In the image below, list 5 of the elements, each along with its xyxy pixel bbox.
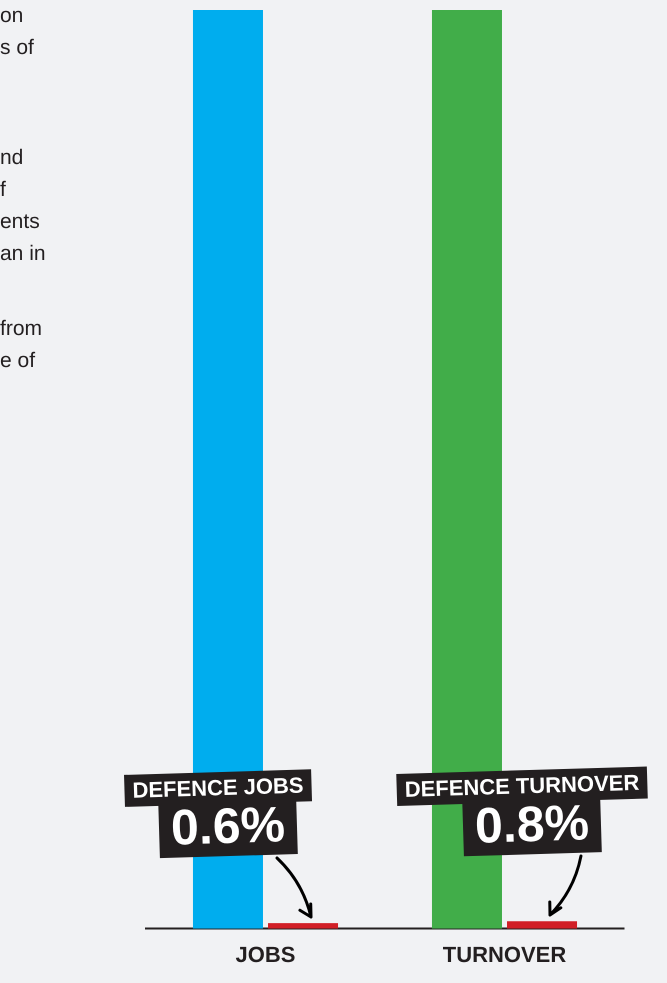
text: on s of	[0, 3, 35, 61]
text: from e of	[0, 316, 43, 374]
text: nd f ents an in	[0, 145, 46, 267]
x-tick-label: TURNOVER	[442, 942, 566, 967]
x-tick-label: JOBS	[236, 942, 296, 967]
